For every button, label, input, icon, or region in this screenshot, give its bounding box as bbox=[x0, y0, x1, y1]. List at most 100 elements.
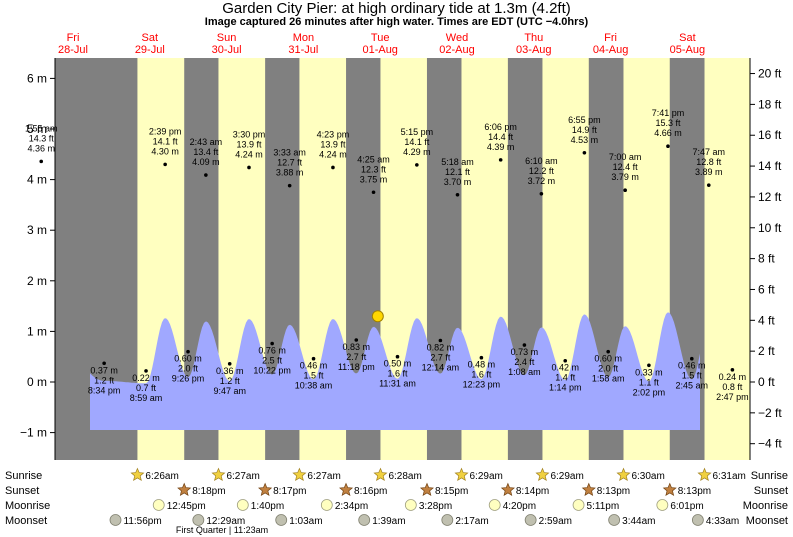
sunrise-icon bbox=[616, 467, 631, 482]
right-axis-tick-label: 12 ft bbox=[758, 190, 782, 204]
day-date-label: 29-Jul bbox=[135, 44, 165, 56]
high-tide-meters: 4.36 m bbox=[27, 143, 55, 153]
day-of-week-label: Mon bbox=[293, 32, 314, 44]
low-tide-meters: 0.46 m bbox=[300, 361, 328, 371]
moonrise-icon bbox=[152, 499, 165, 511]
low-tide-feet: 2.0 ft bbox=[598, 364, 619, 374]
low-tide-time: 10:22 pm bbox=[253, 366, 291, 376]
high-tide-time: 7:47 am bbox=[693, 147, 726, 157]
low-tide-time: 2:45 am bbox=[676, 381, 709, 391]
low-tide-time: 1:58 am bbox=[592, 374, 625, 384]
high-tide-time: 4:23 pm bbox=[317, 129, 350, 139]
low-tide-feet: 1.6 ft bbox=[387, 369, 408, 379]
low-tide-point bbox=[102, 361, 106, 366]
right-axis-tick-label: 2 ft bbox=[758, 344, 775, 358]
sunset-icon bbox=[339, 482, 354, 497]
left-axis-tick-label: 6 m bbox=[27, 71, 47, 85]
sunrise-icon bbox=[211, 467, 226, 482]
high-tide-point bbox=[582, 150, 587, 155]
sunset-time: 8:18pm bbox=[192, 486, 225, 497]
high-tide-time: 6:10 am bbox=[525, 156, 558, 166]
low-tide-point bbox=[479, 355, 484, 360]
high-tide-feet: 14.4 ft bbox=[488, 132, 514, 142]
day-of-week-label: Sat bbox=[679, 32, 696, 44]
high-tide-meters: 3.72 m bbox=[528, 176, 556, 186]
low-tide-meters: 0.36 m bbox=[216, 366, 244, 376]
low-tide-meters: 0.46 m bbox=[678, 361, 706, 371]
low-tide-point bbox=[186, 349, 190, 354]
low-tide-feet: 1.5 ft bbox=[304, 371, 325, 381]
high-tide-meters: 3.89 m bbox=[695, 167, 723, 177]
high-tide-point bbox=[498, 158, 503, 162]
low-tide-point bbox=[690, 356, 694, 361]
moonset-icon bbox=[691, 514, 704, 526]
day-date-label: 01-Aug bbox=[362, 44, 397, 56]
high-tide-feet: 13.9 ft bbox=[236, 139, 262, 149]
low-tide-feet: 1.2 ft bbox=[94, 375, 115, 385]
high-tide-point bbox=[666, 144, 670, 149]
low-tide-point bbox=[563, 358, 568, 363]
chart-axes: 6 m 5 m 4 m 3 m 2 m 1 m 0 m −1 m 20 ft 18 ft 16 ft… bbox=[20, 58, 782, 460]
high-tide-meters: 4.66 m bbox=[654, 128, 682, 138]
sunset-icon bbox=[419, 482, 434, 497]
high-tide-feet: 12.1 ft bbox=[445, 167, 471, 177]
sunrise-time: 6:29am bbox=[550, 471, 583, 482]
day-labels: Fri28-JulSat29-JulSun30-JulMon31-JulTue0… bbox=[58, 32, 705, 56]
day-date-label: 02-Aug bbox=[439, 44, 474, 56]
low-tide-meters: 0.60 m bbox=[594, 354, 622, 364]
right-axis-tick-label: 10 ft bbox=[758, 221, 782, 235]
high-tide-time: 2:43 am bbox=[190, 137, 223, 147]
day-of-week-label: Tue bbox=[371, 32, 390, 44]
high-tide-point bbox=[331, 165, 335, 170]
astronomy-rows: Sunrise Sunrise 6:26am 6:27am 6:27am 6:28am 6:… bbox=[5, 467, 788, 535]
moonrise-row-label-right: Moonrise bbox=[743, 500, 788, 512]
moonrise-icon bbox=[236, 499, 249, 511]
low-tide-feet: 2.7 ft bbox=[346, 352, 367, 362]
high-tide-meters: 4.24 m bbox=[319, 149, 347, 159]
right-axis-tick-label: 14 ft bbox=[758, 159, 782, 173]
right-axis-tick-label: 8 ft bbox=[758, 252, 775, 266]
low-tide-meters: 0.33 m bbox=[635, 367, 663, 377]
low-tide-time: 12:14 am bbox=[422, 363, 460, 373]
high-tide-time: 7:41 pm bbox=[652, 108, 685, 118]
high-tide-point bbox=[623, 188, 627, 193]
low-tide-point bbox=[270, 341, 274, 346]
day-of-week-label: Sat bbox=[142, 32, 159, 44]
moonrise-icon bbox=[488, 499, 501, 511]
moonset-time: 4:33am bbox=[706, 516, 739, 527]
low-tide-meters: 0.76 m bbox=[258, 346, 286, 356]
sunrise-icon bbox=[535, 467, 550, 482]
right-axis-tick-label: 0 ft bbox=[758, 375, 775, 389]
high-tide-point bbox=[415, 163, 419, 167]
high-tide-point bbox=[163, 162, 167, 167]
sunset-time: 8:13pm bbox=[597, 486, 630, 497]
sunset-time: 8:17pm bbox=[273, 486, 306, 497]
high-tide-feet: 14.1 ft bbox=[153, 136, 179, 146]
moon-phase-note: First Quarter | 11:23am bbox=[176, 525, 268, 535]
high-tide-meters: 3.75 m bbox=[360, 174, 388, 184]
low-tide-point bbox=[647, 363, 651, 368]
low-tide-time: 9:47 am bbox=[213, 386, 246, 396]
low-tide-time: 11:31 am bbox=[379, 379, 416, 389]
sunset-time: 8:15pm bbox=[435, 486, 468, 497]
high-tide-feet: 12.3 ft bbox=[361, 164, 387, 174]
high-tide-feet: 12.2 ft bbox=[529, 166, 555, 176]
low-tide-meters: 0.83 m bbox=[343, 342, 371, 352]
sunrise-time: 6:27am bbox=[226, 471, 259, 482]
low-tide-meters: 0.42 m bbox=[551, 363, 579, 373]
high-tide-meters: 3.70 m bbox=[444, 177, 472, 187]
high-tide-point bbox=[706, 183, 711, 187]
day-date-label: 03-Aug bbox=[516, 44, 551, 56]
moonrise-time: 4:20pm bbox=[503, 501, 536, 512]
low-tide-meters: 0.24 m bbox=[719, 372, 747, 382]
sunrise-icon bbox=[697, 467, 712, 482]
high-tide-point bbox=[204, 173, 208, 177]
sunset-icon bbox=[177, 482, 192, 497]
sunset-time: 8:14pm bbox=[516, 486, 549, 497]
sunset-icon bbox=[258, 482, 273, 497]
sunset-icon bbox=[662, 482, 677, 497]
sunrise-time: 6:28am bbox=[388, 471, 421, 482]
day-date-label: 30-Jul bbox=[212, 44, 242, 56]
